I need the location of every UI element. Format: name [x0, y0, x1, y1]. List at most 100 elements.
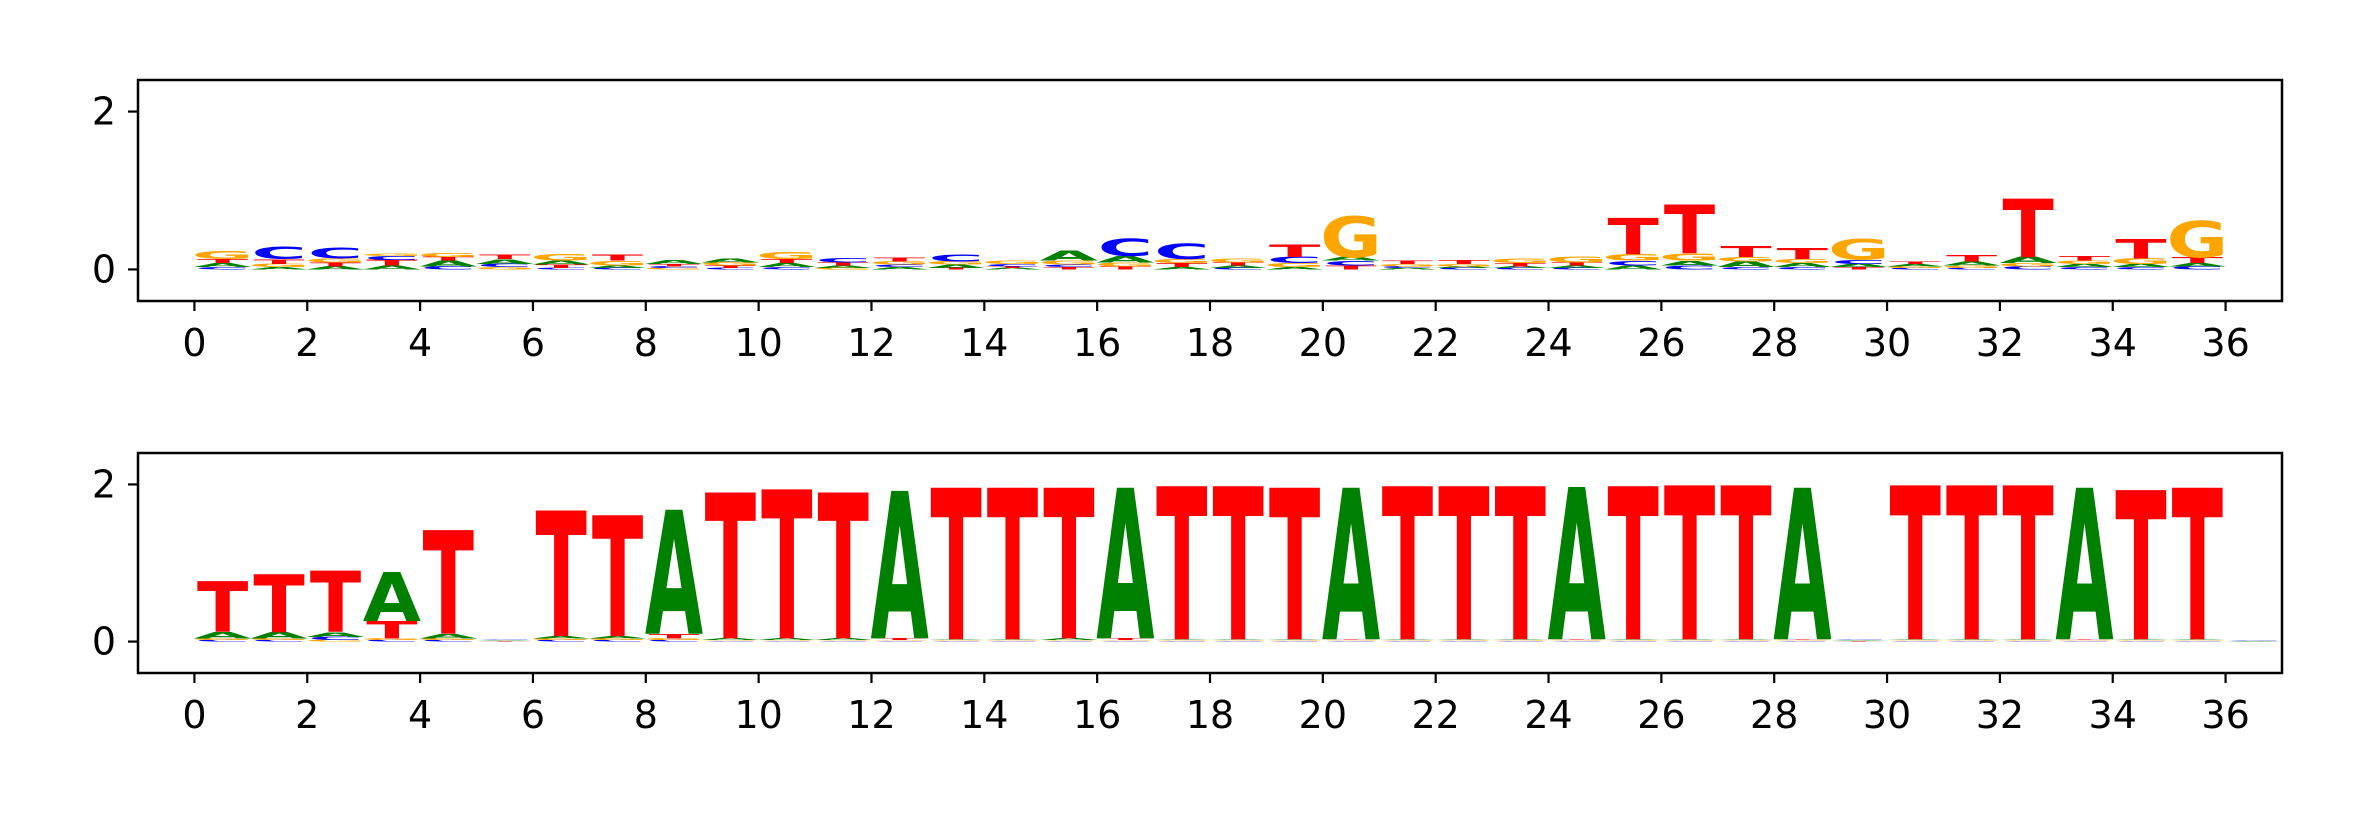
logo-letter-t-pos-31: T [1946, 253, 1998, 263]
logo-letter-g-pos-21: G [1377, 640, 1439, 641]
logo-letter-c-pos-7: C [590, 267, 645, 270]
x-tick-label: 32 [1976, 321, 2024, 365]
logo-letter-g-pos-32: G [1997, 262, 2059, 267]
logo-letter-t-pos-32: T [2002, 184, 2053, 277]
x-tick-label: 36 [2201, 321, 2249, 365]
logo-letter-t-pos-32: T [2002, 445, 2053, 690]
logo-letter-a-pos-26: A [1660, 639, 1718, 640]
logo-letter-g-pos-11: G [812, 640, 874, 641]
logo-letter-g-pos-13: G [925, 640, 987, 641]
x-tick-label: 22 [1412, 693, 1460, 737]
x-tick-label: 18 [1186, 693, 1234, 737]
logo-letter-g-pos-12: G [869, 640, 931, 641]
logo-letter-g-pos-19: G [1264, 640, 1326, 641]
logo-letter-a-pos-25: A [1604, 264, 1663, 270]
logo-letter-a-pos-12: A [871, 452, 929, 688]
logo-letter-c-pos-1: C [251, 640, 306, 643]
x-tick-label: 10 [734, 321, 782, 365]
logo-letter-a-pos-8: A [645, 477, 703, 675]
x-tick-label: 30 [1863, 693, 1911, 737]
logo-letter-c-pos-23: C [1493, 641, 1548, 642]
x-tick-label: 20 [1299, 693, 1347, 737]
logo-letter-a-pos-6: A [532, 260, 591, 266]
logo-letter-t-pos-0: T [197, 569, 249, 650]
logo-letter-t-pos-34: T [2115, 451, 2166, 689]
logo-letter-c-pos-34: C [2113, 641, 2168, 642]
x-tick-label: 20 [1299, 321, 1347, 365]
logo-letter-t-pos-35: T [2172, 256, 2224, 265]
logo-panel-top: CATGAGTCATGCATCGCATGGCATCTAGCAGTGCTACTGA… [92, 78, 2284, 365]
logo-letter-a-pos-28: A [1773, 446, 1831, 688]
logo-letter-c-pos-26: C [1662, 264, 1717, 270]
logo-letter-c-pos-10: C [759, 641, 814, 642]
logo-letter-t-pos-12: T [874, 638, 925, 641]
logo-letter-t-pos-11: T [818, 453, 869, 686]
logo-letter-c-pos-23: C [1493, 267, 1548, 270]
logo-letter-a-pos-9: A [701, 638, 759, 641]
logo-letter-c-pos-21: C [1380, 641, 1435, 642]
x-tick-label: 0 [182, 321, 206, 365]
logo-letter-a-pos-26: A [1660, 259, 1719, 267]
logo-letter-c-pos-13: C [928, 641, 983, 642]
logo-letter-t-pos-14: T [987, 266, 1038, 269]
x-tick-label: 4 [408, 321, 432, 365]
logo-letter-c-pos-0: C [195, 640, 250, 643]
logo-letter-t-pos-6: T [536, 478, 587, 678]
x-tick-label: 24 [1524, 693, 1572, 737]
logo-letter-t-pos-19: T [1269, 241, 1320, 261]
logo-letter-t-pos-2: T [310, 554, 361, 652]
logo-letter-a-pos-4: A [419, 259, 478, 268]
logo-letter-g-pos-15: G [1038, 640, 1100, 641]
logo-letter-c-pos-31: C [1944, 641, 1999, 642]
logo-letter-t-pos-33: T [2059, 255, 2111, 263]
logo-letter-c-pos-28: C [1775, 641, 1830, 642]
x-tick-label: 18 [1186, 321, 1234, 365]
logo-letter-c-pos-24: C [1549, 641, 1604, 642]
logo-letter-t-pos-13: T [930, 267, 981, 270]
logo-letter-t-pos-1: T [253, 559, 304, 652]
logo-letter-g-pos-5: G [474, 266, 536, 270]
logo-letter-t-pos-16: T [1100, 638, 1151, 641]
logo-letter-a-pos-24: A [1548, 446, 1606, 689]
logo-letter-a-pos-14: A [983, 639, 1041, 640]
logo-letter-t-pos-21: T [1382, 260, 1434, 265]
logo-letter-c-pos-24: C [1549, 267, 1604, 270]
logo-letter-g-pos-7: G [587, 638, 649, 641]
logo-letter-a-pos-17: A [1153, 266, 1211, 270]
logo-letter-c-pos-17: C [1154, 641, 1209, 642]
logo-letter-a-pos-19: A [1266, 639, 1324, 640]
logo-letter-a-pos-20: A [1322, 256, 1381, 262]
logo-letter-t-pos-30: T [1890, 445, 1941, 690]
logo-letter-a-pos-0: A [194, 630, 253, 640]
logo-letter-c-pos-9: C [703, 267, 758, 270]
x-tick-label: 4 [408, 693, 432, 737]
logo-letter-t-pos-17: T [1156, 446, 1207, 690]
x-tick-label: 14 [960, 693, 1008, 737]
logo-letter-g-pos-34: G [2110, 640, 2172, 641]
y-tick-label: 0 [92, 247, 116, 291]
logo-letter-t-pos-35: T [2172, 446, 2223, 688]
logo-letter-g-pos-8: G [643, 638, 705, 641]
logo-letter-a-pos-0: A [194, 262, 253, 268]
logo-letter-c-pos-3: C [364, 640, 419, 643]
logo-letter-a-pos-27: A [1717, 639, 1775, 640]
logo-letter-c-pos-4: C [421, 640, 476, 643]
logo-letter-g-pos-35: G [2166, 640, 2228, 641]
logo-letter-a-pos-33: A [2055, 263, 2113, 268]
logo-letter-c-pos-22: C [1436, 267, 1491, 270]
logo-letter-c-pos-12: C [872, 641, 927, 642]
logo-letter-g-pos-12: G [869, 261, 931, 266]
logo-letter-g-pos-22: G [1433, 640, 1495, 641]
logo-letter-a-pos-21: A [1378, 639, 1436, 640]
logo-letter-c-pos-20: C [1323, 259, 1378, 267]
x-tick-label: 36 [2201, 693, 2249, 737]
logo-letter-g-pos-28: G [1772, 640, 1834, 641]
logo-letter-c-pos-8: C [646, 640, 701, 643]
logo-letter-g-pos-21: G [1377, 263, 1439, 267]
logo-letter-t-pos-21: T [1382, 446, 1433, 690]
logo-letter-t-pos-18: T [1213, 446, 1264, 690]
logo-letter-g-pos-18: G [1207, 257, 1269, 263]
logo-letter-a-pos-30: A [1886, 263, 1944, 267]
logo-letter-c-pos-3: C [364, 255, 419, 261]
logo-letter-t-pos-15: T [1043, 266, 1095, 270]
